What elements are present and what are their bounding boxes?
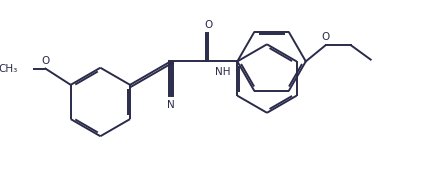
- Text: O: O: [204, 20, 213, 30]
- Text: O: O: [41, 56, 50, 66]
- Text: N: N: [167, 100, 174, 110]
- Text: NH: NH: [215, 67, 231, 77]
- Text: CH₃: CH₃: [0, 64, 18, 74]
- Text: O: O: [322, 33, 330, 42]
